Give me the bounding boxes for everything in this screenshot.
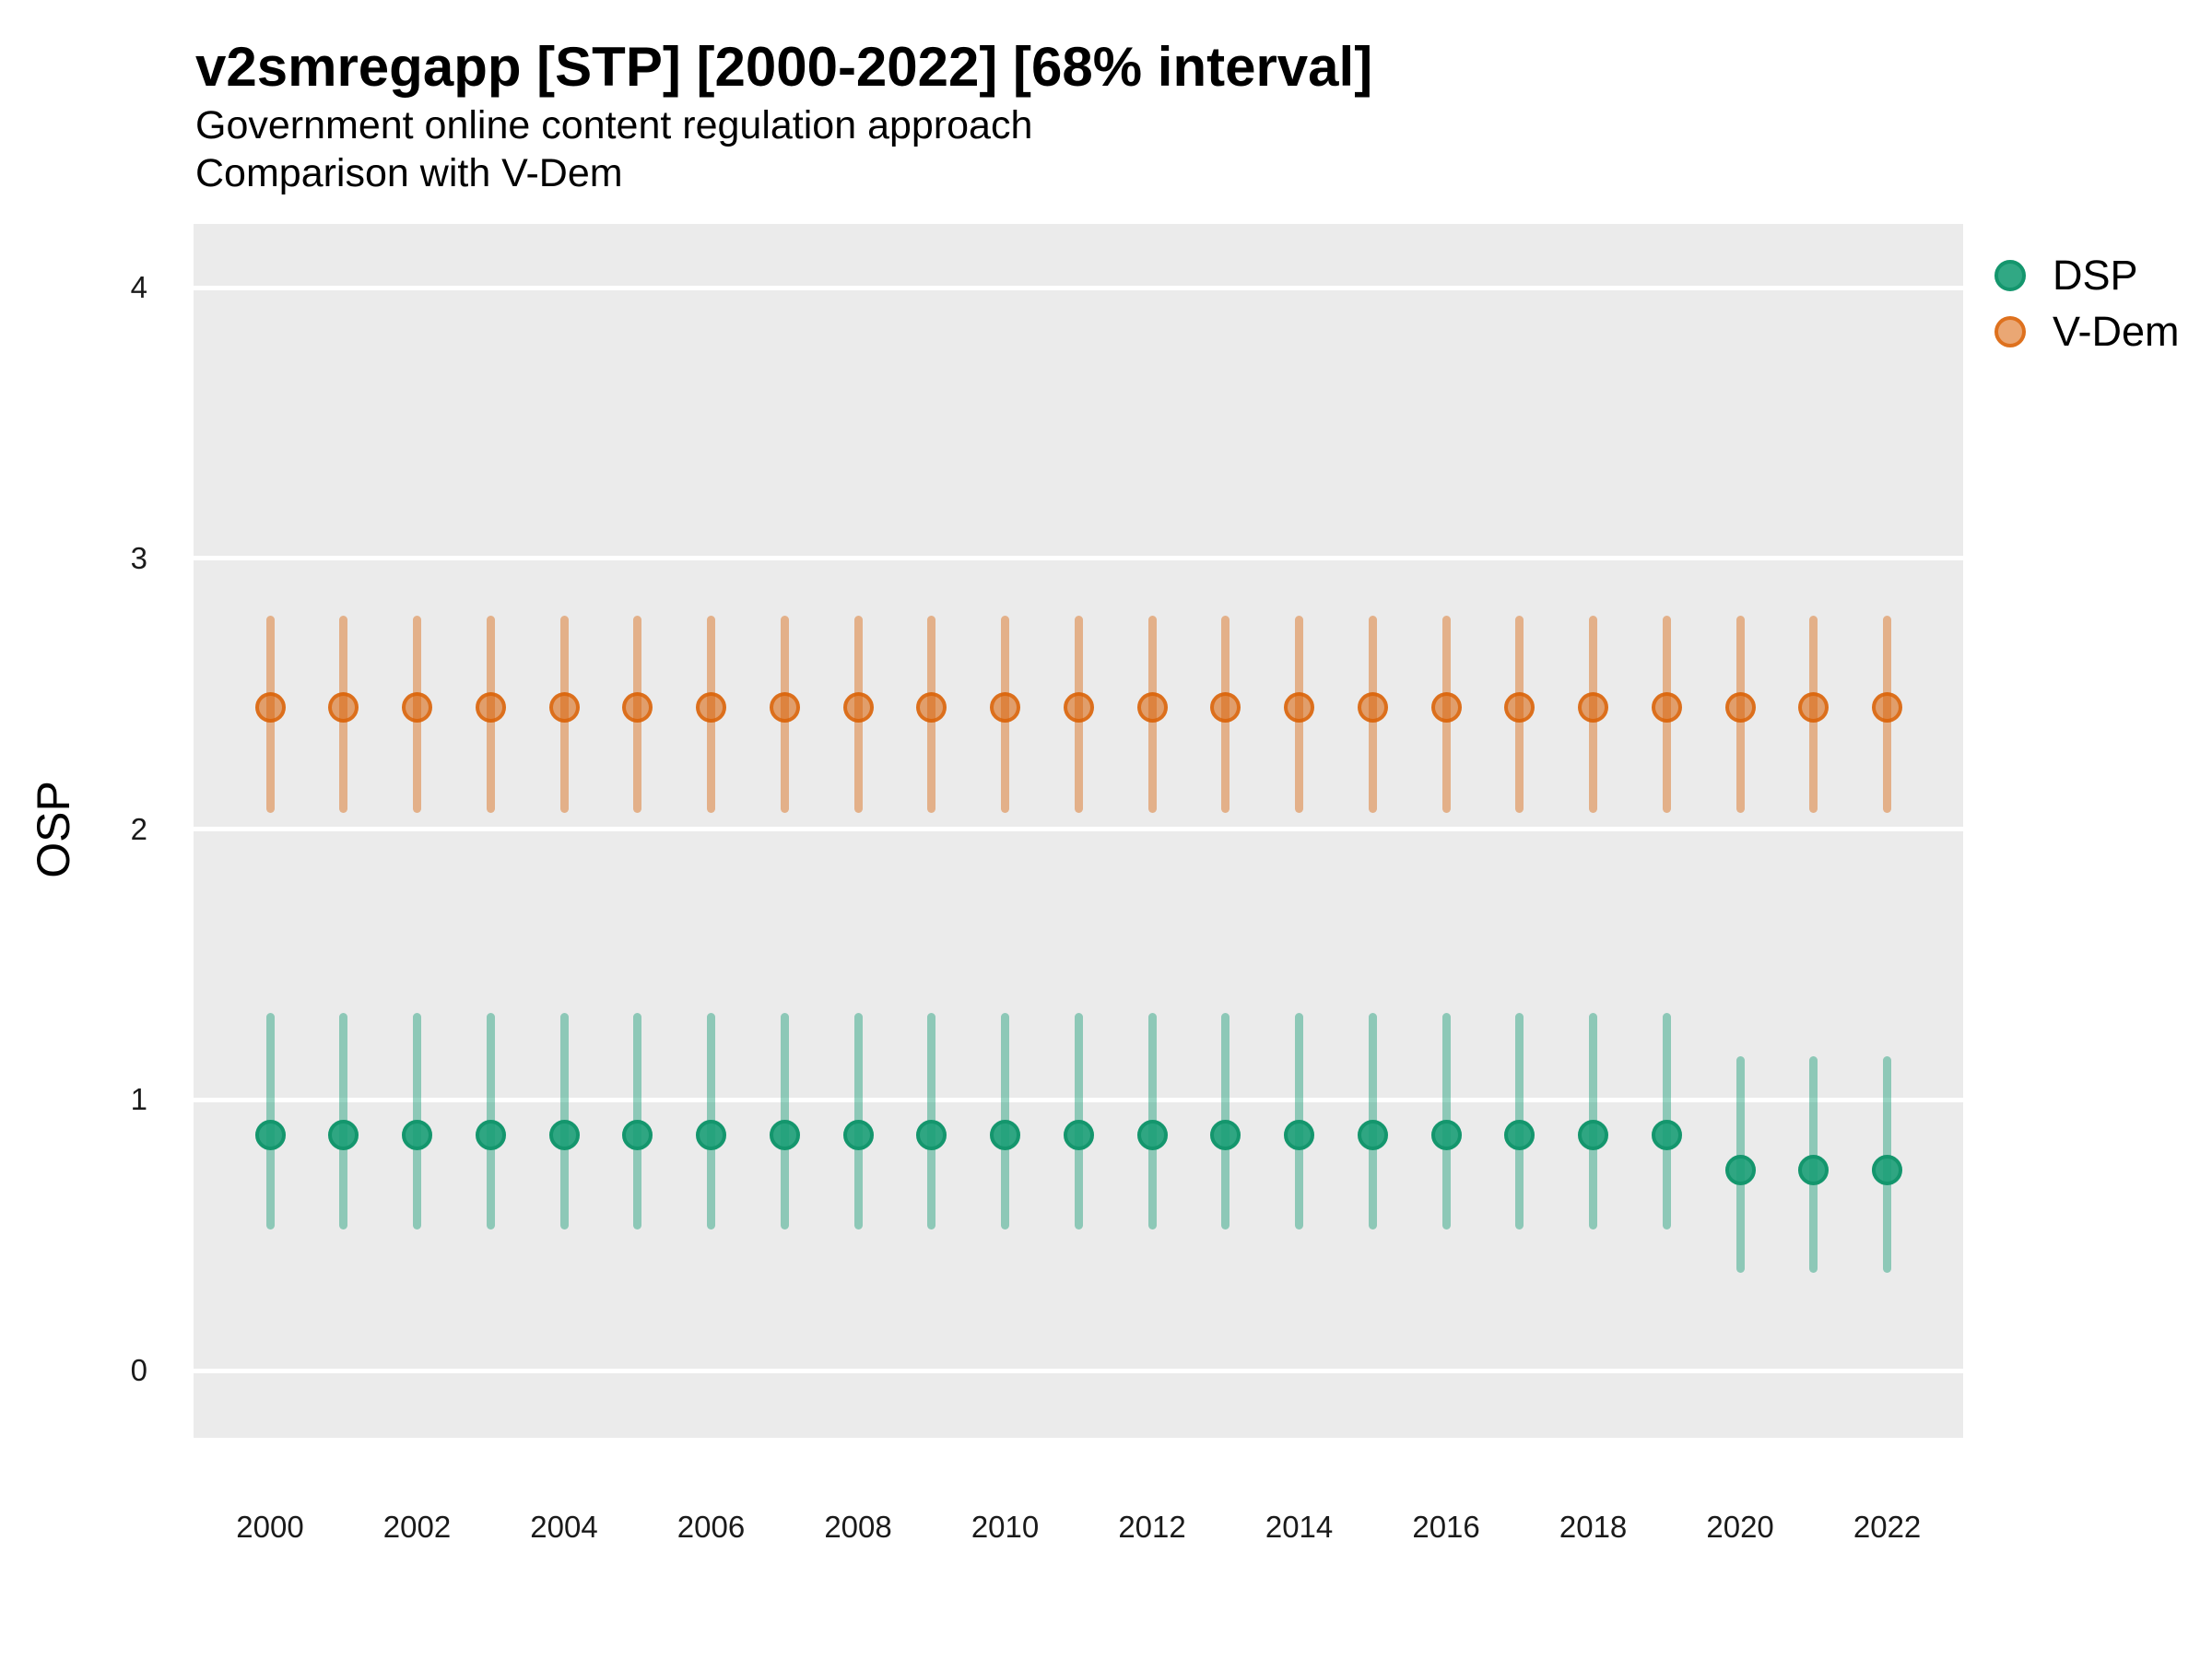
grid-line-y-0 bbox=[194, 1368, 1963, 1373]
data-point-dsp-2011 bbox=[1063, 1120, 1094, 1151]
y-tick-label-0: 0 bbox=[130, 1353, 147, 1388]
legend-label-v-dem: V-Dem bbox=[2053, 307, 2180, 355]
data-point-dsp-2021 bbox=[1798, 1155, 1830, 1186]
legend-label-dsp: DSP bbox=[2053, 251, 2138, 299]
x-tick-label-2020: 2020 bbox=[1706, 1510, 1774, 1544]
x-tick-label-2008: 2008 bbox=[824, 1510, 892, 1544]
data-point-v-dem-2016 bbox=[1430, 691, 1462, 723]
legend-item-dsp: DSP bbox=[1982, 247, 2212, 303]
data-point-v-dem-2018 bbox=[1578, 691, 1609, 723]
x-tick-label-2006: 2006 bbox=[677, 1510, 746, 1544]
x-tick-label-2012: 2012 bbox=[1118, 1510, 1186, 1544]
data-point-v-dem-2007 bbox=[769, 691, 800, 723]
data-point-v-dem-2012 bbox=[1136, 691, 1168, 723]
data-point-v-dem-2001 bbox=[328, 691, 359, 723]
x-tick-label-2014: 2014 bbox=[1265, 1510, 1334, 1544]
data-point-v-dem-2003 bbox=[475, 691, 506, 723]
data-point-v-dem-2015 bbox=[1357, 691, 1388, 723]
data-point-dsp-2001 bbox=[328, 1120, 359, 1151]
data-point-dsp-2017 bbox=[1504, 1120, 1535, 1151]
data-point-v-dem-2017 bbox=[1504, 691, 1535, 723]
legend: DSP V-Dem bbox=[1982, 247, 2212, 359]
legend-item-v-dem: V-Dem bbox=[1982, 303, 2212, 359]
data-point-dsp-2007 bbox=[769, 1120, 800, 1151]
data-point-dsp-2000 bbox=[254, 1120, 286, 1151]
x-tick-label-2022: 2022 bbox=[1853, 1510, 1922, 1544]
data-point-dsp-2020 bbox=[1724, 1155, 1756, 1186]
data-point-dsp-2015 bbox=[1357, 1120, 1388, 1151]
data-point-dsp-2004 bbox=[548, 1120, 580, 1151]
x-tick-label-2000: 2000 bbox=[236, 1510, 304, 1544]
y-tick-label-4: 4 bbox=[130, 270, 147, 305]
data-point-dsp-2010 bbox=[990, 1120, 1021, 1151]
data-point-dsp-2022 bbox=[1872, 1155, 1903, 1186]
data-point-v-dem-2013 bbox=[1210, 691, 1241, 723]
legend-swatch-v-dem-icon bbox=[1994, 315, 2026, 347]
grid-line-y-4 bbox=[194, 285, 1963, 290]
data-point-dsp-2013 bbox=[1210, 1120, 1241, 1151]
chart-title: v2smregapp [STP] [2000-2022] [68% interv… bbox=[195, 36, 1373, 98]
data-point-dsp-2012 bbox=[1136, 1120, 1168, 1151]
data-point-dsp-2018 bbox=[1578, 1120, 1609, 1151]
data-point-v-dem-2011 bbox=[1063, 691, 1094, 723]
data-point-v-dem-2019 bbox=[1651, 691, 1682, 723]
data-point-v-dem-2000 bbox=[254, 691, 286, 723]
x-tick-label-2010: 2010 bbox=[971, 1510, 1040, 1544]
data-point-v-dem-2020 bbox=[1724, 691, 1756, 723]
y-tick-label-2: 2 bbox=[130, 811, 147, 846]
chart-subtitle-line2: Comparison with V-Dem bbox=[195, 151, 623, 195]
data-point-dsp-2019 bbox=[1651, 1120, 1682, 1151]
data-point-v-dem-2008 bbox=[842, 691, 874, 723]
data-point-dsp-2008 bbox=[842, 1120, 874, 1151]
plot-panel bbox=[194, 224, 1963, 1438]
y-tick-label-1: 1 bbox=[130, 1082, 147, 1117]
x-tick-label-2018: 2018 bbox=[1559, 1510, 1628, 1544]
data-point-dsp-2002 bbox=[402, 1120, 432, 1151]
data-point-v-dem-2014 bbox=[1284, 691, 1315, 723]
data-point-dsp-2014 bbox=[1284, 1120, 1315, 1151]
data-point-dsp-2016 bbox=[1430, 1120, 1462, 1151]
data-point-v-dem-2009 bbox=[916, 691, 947, 723]
data-point-v-dem-2022 bbox=[1872, 691, 1903, 723]
y-tick-label-3: 3 bbox=[130, 540, 147, 575]
data-point-v-dem-2005 bbox=[622, 691, 653, 723]
data-point-dsp-2003 bbox=[475, 1120, 506, 1151]
data-point-dsp-2006 bbox=[696, 1120, 727, 1151]
chart-subtitle-line1: Government online content regulation app… bbox=[195, 103, 1033, 147]
x-tick-label-2004: 2004 bbox=[530, 1510, 598, 1544]
data-point-v-dem-2021 bbox=[1798, 691, 1830, 723]
data-point-v-dem-2002 bbox=[402, 691, 432, 723]
data-point-dsp-2005 bbox=[622, 1120, 653, 1151]
x-tick-label-2016: 2016 bbox=[1412, 1510, 1480, 1544]
x-tick-label-2002: 2002 bbox=[382, 1510, 452, 1544]
grid-line-y-3 bbox=[194, 556, 1963, 561]
data-point-v-dem-2004 bbox=[548, 691, 580, 723]
data-point-dsp-2009 bbox=[916, 1120, 947, 1151]
grid-line-y-2 bbox=[194, 827, 1963, 832]
data-point-v-dem-2006 bbox=[696, 691, 727, 723]
data-point-v-dem-2010 bbox=[990, 691, 1021, 723]
legend-swatch-dsp-icon bbox=[1994, 259, 2026, 291]
grid-line-y-1 bbox=[194, 1097, 1963, 1102]
